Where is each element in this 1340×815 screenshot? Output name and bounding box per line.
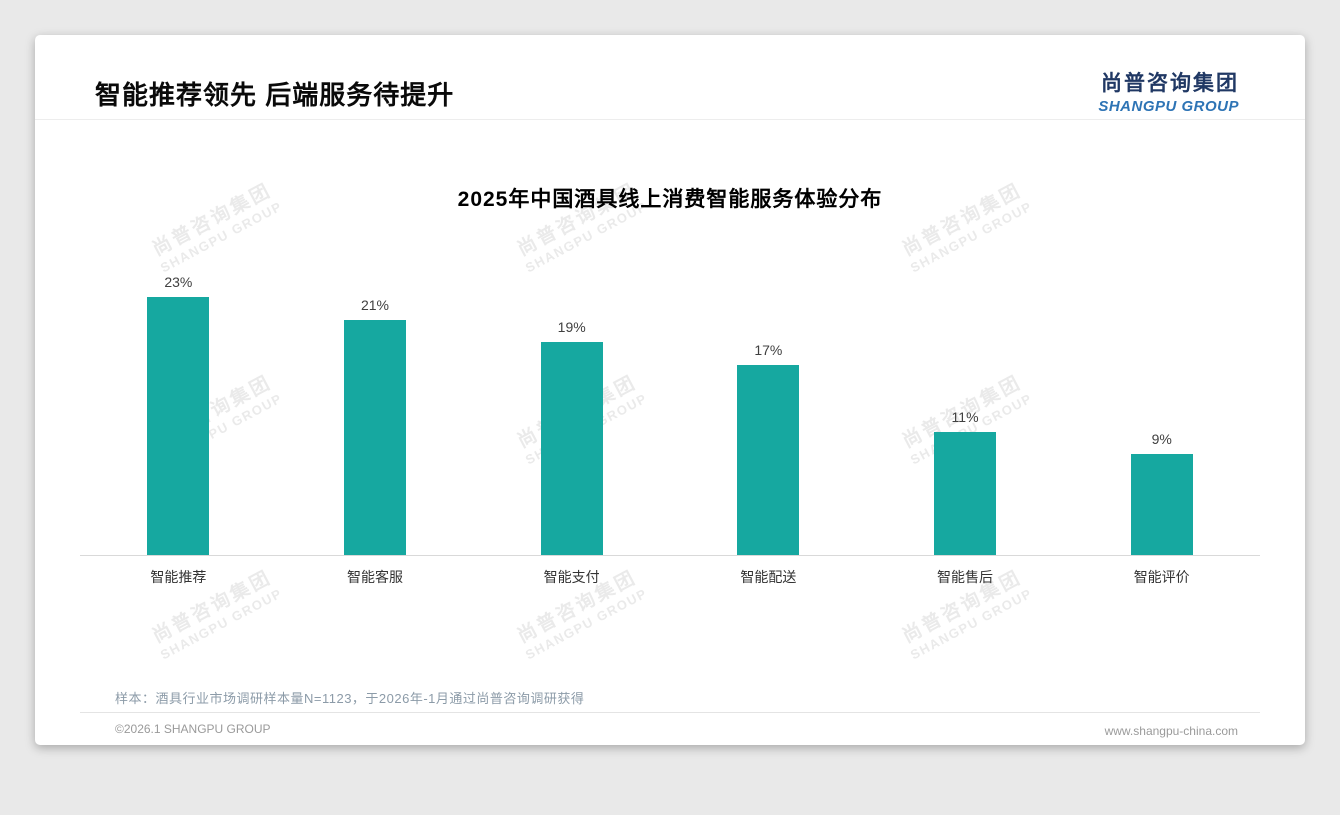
bar-value-label: 17% [754, 341, 783, 358]
category-label: 智能售后 [937, 569, 994, 585]
category-label: 智能推荐 [150, 569, 207, 585]
slide-card: 尚普咨询集团 SHANGPU GROUP 尚普咨询集团 SHANGPU GROUP 尚普… [35, 35, 1305, 745]
logo-chinese-text: 尚普咨询集团 [1101, 72, 1239, 95]
bar [934, 431, 997, 555]
chart-title: 2025年中国酒具线上消费智能服务体验分布 [457, 188, 883, 211]
bar-column: 9% [1063, 268, 1260, 555]
page-title: 智能推荐领先 后端服务待提升 [95, 80, 455, 110]
bar-column: 19% [473, 268, 670, 555]
bar [147, 297, 210, 555]
category-label: 智能客服 [347, 569, 403, 585]
bar-value-label: 21% [360, 296, 390, 313]
sample-note: 样本：酒具行业市场调研样本量N=1123，于2026年-1月通过尚普咨询调研获得 [115, 691, 585, 706]
bar-column: 17% [670, 268, 867, 555]
logo-english-text: SHANGPU GROUP [1098, 98, 1239, 115]
bar-value-label: 19% [557, 319, 586, 336]
x-axis-line [80, 555, 1260, 556]
bar-value-label: 23% [164, 274, 193, 291]
bar-chart: 23% 21% 19% 17% 11% 9% [80, 268, 1260, 555]
footer-divider [80, 712, 1260, 713]
bar [540, 342, 603, 555]
bar-column: 21% [277, 268, 474, 555]
header-divider [35, 119, 1305, 120]
website-text: www.shangpu-china.com [1104, 724, 1238, 738]
bar-value-label: 9% [1151, 431, 1172, 448]
category-label: 智能评价 [1133, 569, 1190, 585]
bar [737, 364, 800, 555]
bar-column: 11% [867, 268, 1064, 555]
bar-column: 23% [80, 268, 277, 555]
copyright-text: ©2026.1 SHANGPU GROUP [115, 722, 271, 736]
category-label: 智能配送 [740, 569, 797, 585]
category-label-row: 智能推荐 智能客服 智能支付 智能配送 智能售后 智能评价 [80, 567, 1260, 587]
bar [1130, 454, 1193, 555]
bar-value-label: 11% [951, 408, 979, 425]
category-label: 智能支付 [543, 569, 600, 585]
company-logo: 尚普咨询集团 SHANGPU GROUP [1098, 67, 1239, 115]
bar [344, 319, 406, 555]
